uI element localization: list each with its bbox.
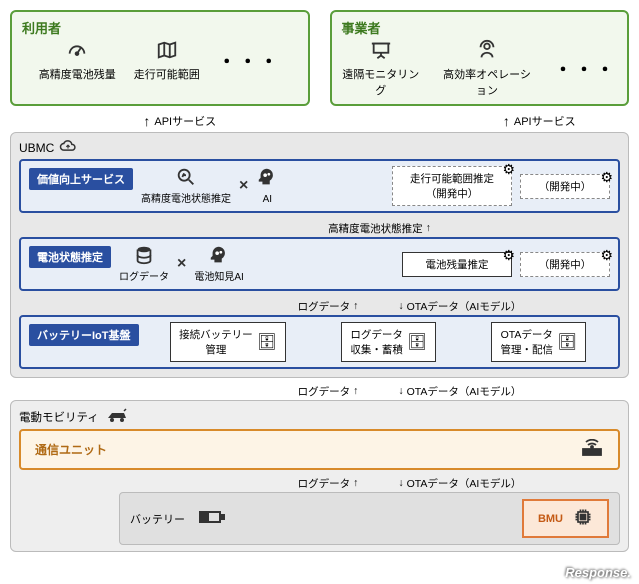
multiply-icon: × [177,255,186,273]
arrow-up-icon [143,113,150,129]
operator-title: 事業者 [342,18,618,37]
range-est-dev-box: 走行可能範囲推定 （開発中） ⚙ [392,166,512,206]
api-arrow-row: APIサービス APIサービス [10,110,629,132]
more-dots: ・・・ [218,48,281,74]
item-remote-monitoring: 遠隔モニタリング [342,39,421,98]
map-icon [134,39,200,65]
arrow-up-icon [426,222,431,234]
more-dots: ・・・ [554,56,617,82]
bmu-box: BMU [522,499,609,538]
mobility-container: 電動モビリティ 通信ユニット ログデータ OTAデータ（AIモデル） バッテリー… [10,400,629,552]
top-audience-row: 利用者 高精度電池残量 走行可能範囲 ・・・ 事業者 [10,10,629,106]
value-service-layer: 価値向上サービス 高精度電池状態推定 × AI 走行可能範囲推 [19,159,620,213]
tech-high-precision-est: 高精度電池状態推定 [141,166,231,206]
user-box: 利用者 高精度電池残量 走行可能範囲 ・・・ [10,10,310,106]
ai-head-icon [194,244,243,272]
db-icon: 🗄 [407,332,427,352]
tech-log-data: ログデータ [119,244,169,284]
gauge-icon [39,39,116,65]
cloud-icon [58,139,78,156]
mobility-title: 電動モビリティ [19,407,620,426]
multiply-icon: × [239,177,248,195]
chip-icon [573,507,593,530]
user-title: 利用者 [22,18,298,37]
arrow-up-icon [503,113,510,129]
tech-ai: AI [256,166,278,206]
battery-mgmt-box: 接続バッテリー 管理 🗄 [170,322,286,362]
dev-box: （開発中） ⚙ [520,174,610,199]
soc-est-box: 電池残量推定 ⚙ [402,252,512,277]
battery-container: バッテリー BMU [119,492,620,545]
gear-icon: ⚙ [502,161,515,178]
flow-outer: ログデータ OTAデータ（AIモデル） [10,382,629,400]
iot-platform-layer: バッテリーIoT基盤 接続バッテリー 管理 🗄 ログデータ 収集・蓄積 🗄 OT… [19,315,620,369]
ubmc-title: UBMC [19,139,620,156]
gear-icon: ⚙ [600,169,613,186]
operator-box: 事業者 遠隔モニタリング 高効率オペレーション ・・・ [330,10,630,106]
state-est-title: 電池状態推定 [29,246,111,268]
flow-inner: ログデータ OTAデータ（AIモデル） [19,474,620,492]
log-collect-box: ログデータ 収集・蓄積 🗄 [341,322,436,362]
arrow-down-icon [398,385,403,397]
ev-car-icon [105,407,129,426]
router-icon [580,439,604,460]
arrow-up-icon [353,477,358,489]
tech-battery-ai: 電池知見AI [194,244,243,284]
watermark: Response. [565,565,631,580]
item-battery-precision: 高精度電池残量 [39,39,116,82]
arrow-down-icon [398,477,403,489]
headset-icon [438,39,536,65]
arrow-up-icon [353,385,358,397]
item-range: 走行可能範囲 [134,39,200,82]
value-service-title: 価値向上サービス [29,168,133,190]
iot-platform-title: バッテリーIoT基盤 [29,324,139,346]
arrow-down-icon [398,300,403,312]
db-icon [119,244,169,272]
item-high-eff-ops: 高効率オペレーション [438,39,536,98]
battery-icon [199,510,225,527]
state-est-layer: 電池状態推定 ログデータ × 電池知見AI 電池残量推定 [19,237,620,291]
comm-unit-box: 通信ユニット [19,429,620,470]
gear-icon: ⚙ [600,247,613,264]
ai-head-icon [256,166,278,194]
db-icon: 🗄 [557,332,577,352]
ubmc-container: UBMC 価値向上サービス 高精度電池状態推定 × [10,132,629,378]
flow-mid1: 高精度電池状態推定 [19,219,620,237]
presentation-icon [342,39,421,65]
db-icon: 🗄 [257,332,277,352]
magnifier-icon [141,166,231,194]
arrow-up-icon [353,300,358,312]
gear-icon: ⚙ [502,247,515,264]
ota-mgmt-box: OTAデータ 管理・配信 🗄 [491,322,586,362]
dev-box: （開発中） ⚙ [520,252,610,277]
flow-mid2: ログデータ OTAデータ（AIモデル） [19,297,620,315]
